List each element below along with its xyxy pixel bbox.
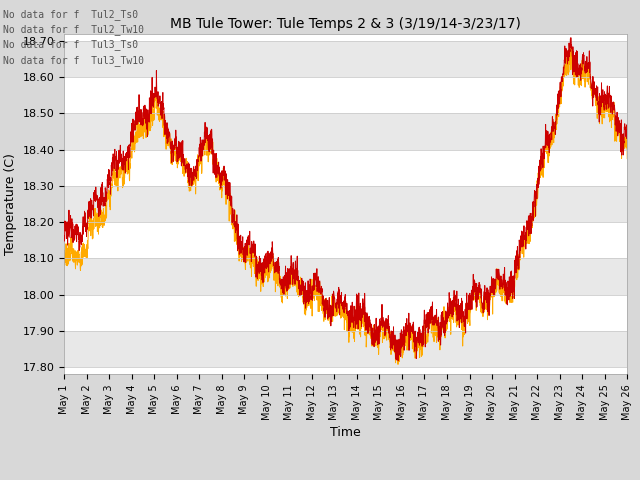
Tul2_Ts-8 xyxy=(623,126,631,132)
Tul3_Ts-8 xyxy=(394,361,402,367)
Text: No data for f  Tul2_Tw10: No data for f Tul2_Tw10 xyxy=(3,24,144,35)
Tul2_Ts-8 xyxy=(563,51,571,57)
Y-axis label: Temperature (C): Temperature (C) xyxy=(4,153,17,255)
Bar xyxy=(64,258,627,295)
Tul2_Ts-8 xyxy=(542,145,550,151)
Tul3_Ts-8 xyxy=(374,339,382,345)
Line: Tul3_Ts-8: Tul3_Ts-8 xyxy=(64,47,627,364)
Bar xyxy=(64,331,627,367)
Title: MB Tule Tower: Tule Temps 2 & 3 (3/19/14-3/23/17): MB Tule Tower: Tule Temps 2 & 3 (3/19/14… xyxy=(170,17,521,31)
Bar xyxy=(64,113,627,150)
Tul2_Ts-8 xyxy=(72,230,79,236)
Tul2_Ts-8 xyxy=(278,284,286,289)
Tul3_Ts-8 xyxy=(567,44,575,50)
Tul3_Ts-8 xyxy=(519,238,527,243)
Tul3_Ts-8 xyxy=(623,156,631,161)
Tul3_Ts-8 xyxy=(278,300,286,306)
Bar xyxy=(64,186,627,222)
Tul2_Ts-8 xyxy=(519,231,527,237)
Tul2_Ts-8 xyxy=(60,239,68,244)
Tul3_Ts-8 xyxy=(563,65,571,71)
Bar xyxy=(64,41,627,77)
Tul3_Ts-8 xyxy=(60,267,68,273)
Line: Tul2_Ts-8: Tul2_Ts-8 xyxy=(64,38,627,361)
Tul3_Ts-8 xyxy=(72,266,79,272)
Tul3_Ts-8 xyxy=(542,141,550,146)
Tul2_Ts-8 xyxy=(394,358,402,364)
Text: No data for f  Tul3_Tw10: No data for f Tul3_Tw10 xyxy=(3,55,144,66)
Tul2_Ts-8 xyxy=(567,35,575,41)
Text: No data for f  Tul3_Ts0: No data for f Tul3_Ts0 xyxy=(3,39,138,50)
Tul2_Ts-8 xyxy=(374,331,382,337)
X-axis label: Time: Time xyxy=(330,426,361,439)
Text: No data for f  Tul2_Ts0: No data for f Tul2_Ts0 xyxy=(3,9,138,20)
